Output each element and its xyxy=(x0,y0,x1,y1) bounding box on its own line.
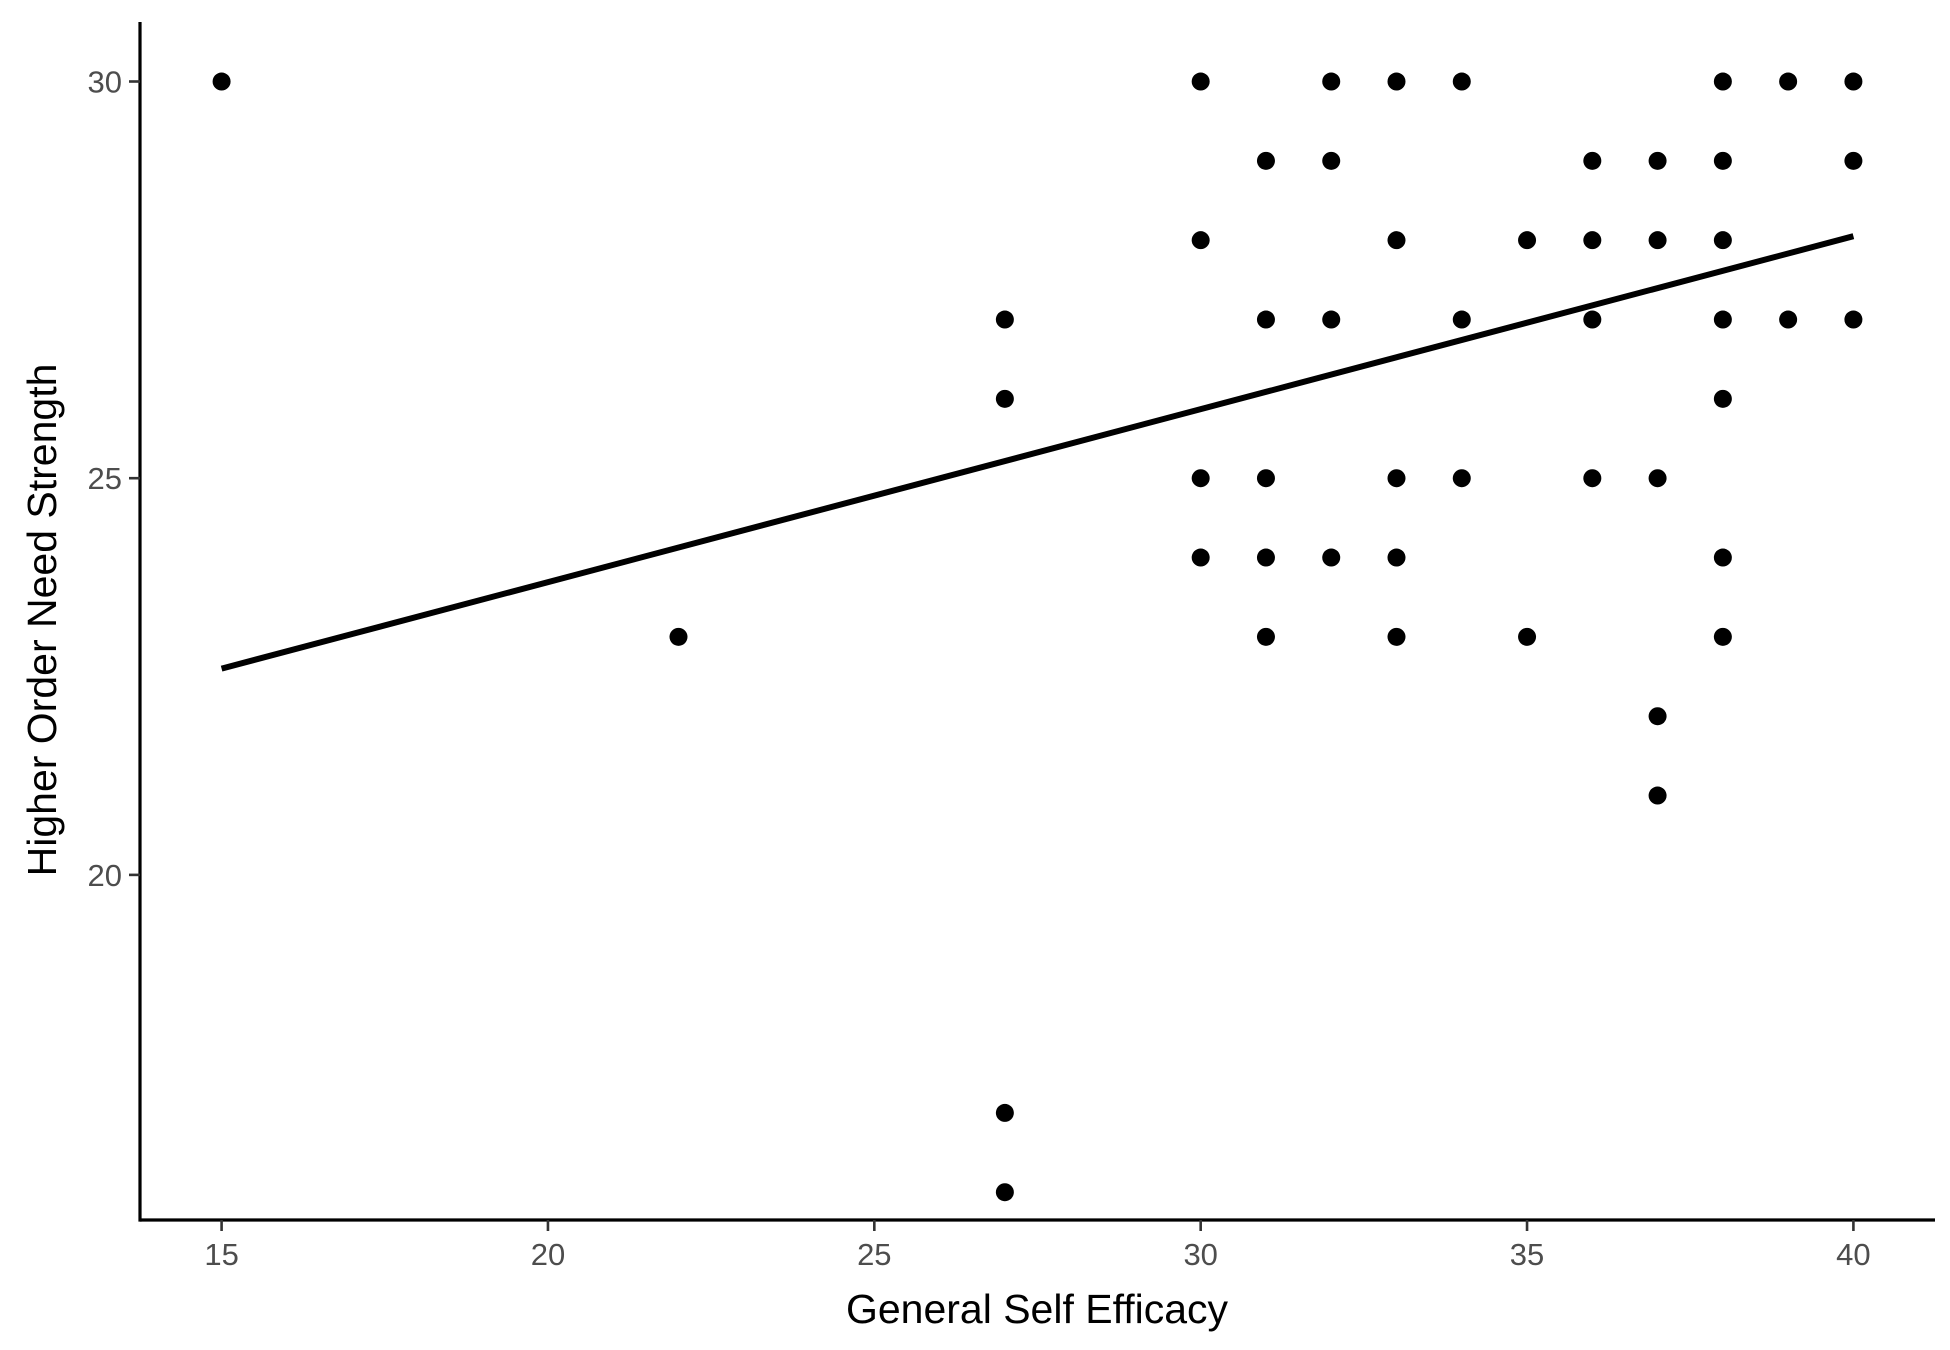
data-point-29 xyxy=(1583,151,1602,170)
x-tick-label-30: 30 xyxy=(1183,1237,1217,1272)
data-point-13 xyxy=(1256,548,1275,567)
data-point-12 xyxy=(1256,469,1275,488)
points-layer xyxy=(212,72,1863,1202)
data-point-2 xyxy=(995,310,1014,329)
data-point-41 xyxy=(1713,310,1732,329)
data-point-15 xyxy=(1322,72,1341,91)
data-point-18 xyxy=(1322,548,1341,567)
data-point-21 xyxy=(1387,469,1406,488)
data-point-36 xyxy=(1648,707,1667,726)
x-axis-ticks: 15 20 25 30 35 40 xyxy=(204,1220,1871,1272)
data-point-34 xyxy=(1648,231,1667,250)
data-point-32 xyxy=(1583,469,1602,488)
trend-line-layer xyxy=(220,233,1855,672)
data-point-16 xyxy=(1322,151,1341,170)
data-point-30 xyxy=(1583,231,1602,250)
data-point-25 xyxy=(1452,310,1471,329)
data-point-5 xyxy=(995,1183,1014,1202)
data-point-11 xyxy=(1256,310,1275,329)
data-point-37 xyxy=(1648,786,1667,805)
data-point-24 xyxy=(1452,72,1471,91)
data-point-7 xyxy=(1191,231,1210,250)
data-point-0 xyxy=(212,72,231,91)
data-point-22 xyxy=(1387,548,1406,567)
data-point-17 xyxy=(1322,310,1341,329)
trend-line xyxy=(220,233,1855,672)
data-point-49 xyxy=(1844,310,1863,329)
data-point-39 xyxy=(1713,151,1732,170)
data-point-1 xyxy=(669,627,688,646)
data-point-31 xyxy=(1583,310,1602,329)
data-point-47 xyxy=(1844,72,1863,91)
data-point-8 xyxy=(1191,469,1210,488)
data-point-28 xyxy=(1518,627,1537,646)
y-tick-label-20: 20 xyxy=(88,858,122,893)
x-tick-label-35: 35 xyxy=(1510,1237,1544,1272)
data-point-44 xyxy=(1713,627,1732,646)
x-tick-label-40: 40 xyxy=(1836,1237,1870,1272)
data-point-10 xyxy=(1256,151,1275,170)
data-point-45 xyxy=(1779,72,1798,91)
y-axis-title: Higher Order Need Strength xyxy=(19,364,65,877)
data-point-42 xyxy=(1713,389,1732,408)
x-axis-title: General Self Efficacy xyxy=(846,1286,1229,1332)
data-point-46 xyxy=(1779,310,1798,329)
data-point-9 xyxy=(1191,548,1210,567)
y-tick-label-30: 30 xyxy=(88,65,122,100)
data-point-35 xyxy=(1648,469,1667,488)
y-axis-ticks: 20 25 30 xyxy=(88,65,140,893)
data-point-33 xyxy=(1648,151,1667,170)
data-point-23 xyxy=(1387,627,1406,646)
data-point-6 xyxy=(1191,72,1210,91)
data-point-48 xyxy=(1844,151,1863,170)
data-point-40 xyxy=(1713,231,1732,250)
data-point-27 xyxy=(1518,231,1537,250)
data-point-43 xyxy=(1713,548,1732,567)
x-tick-label-20: 20 xyxy=(531,1237,565,1272)
data-point-26 xyxy=(1452,469,1471,488)
data-point-14 xyxy=(1256,627,1275,646)
y-tick-label-25: 25 xyxy=(88,461,122,496)
data-point-3 xyxy=(995,389,1014,408)
data-point-20 xyxy=(1387,231,1406,250)
x-tick-label-15: 15 xyxy=(204,1237,238,1272)
data-point-4 xyxy=(995,1103,1014,1122)
data-point-19 xyxy=(1387,72,1406,91)
data-point-38 xyxy=(1713,72,1732,91)
x-tick-label-25: 25 xyxy=(857,1237,891,1272)
